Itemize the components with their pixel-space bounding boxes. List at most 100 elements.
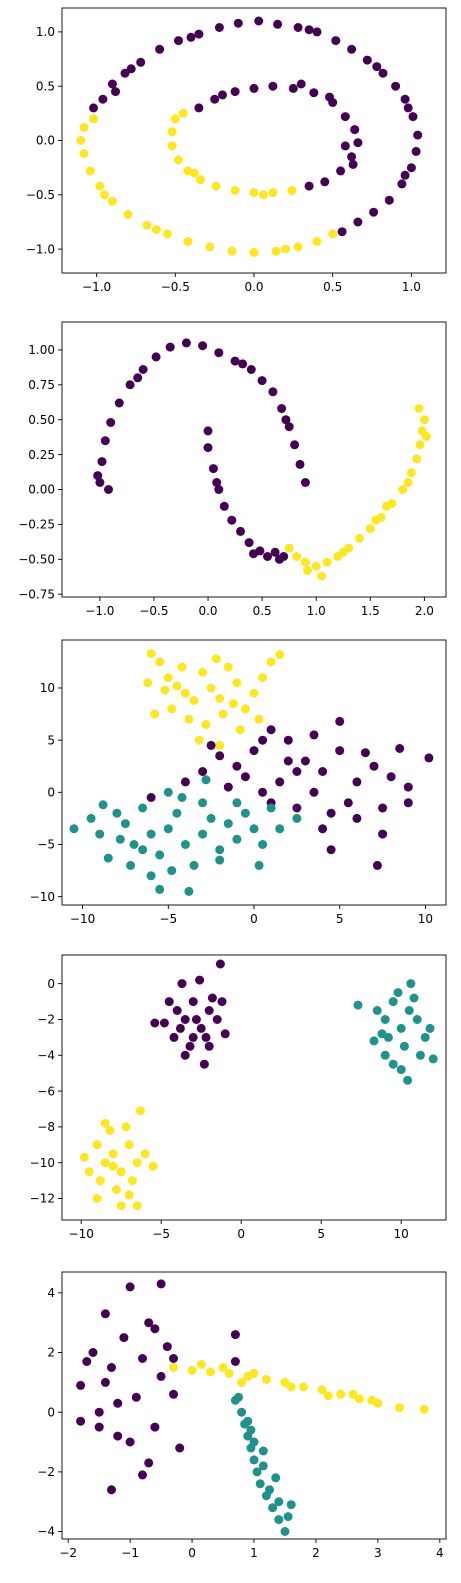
scatter-point — [257, 376, 267, 386]
y-tick-label: 5 — [47, 733, 55, 747]
scatter-point — [336, 166, 346, 176]
scatter-point — [336, 1389, 346, 1399]
scatter-point — [412, 454, 422, 464]
scatter-point — [338, 547, 348, 557]
scatter-point — [97, 457, 107, 467]
scatter-point — [318, 824, 328, 834]
scatter-point — [281, 244, 290, 254]
scatter-point — [82, 1357, 92, 1366]
scatter-point — [378, 68, 388, 78]
scatter-point — [354, 1394, 364, 1404]
scatter-point — [309, 88, 319, 98]
scatter-point — [155, 850, 165, 860]
scatter-point — [312, 237, 322, 246]
scatter-point — [317, 571, 327, 581]
scatter-point — [380, 1015, 390, 1024]
scatter-point — [232, 761, 242, 771]
scatter-point — [369, 761, 379, 771]
scatter-point — [404, 1006, 414, 1015]
y-tick-label: 0.00 — [28, 483, 55, 497]
x-tick-label: 2.0 — [415, 604, 434, 618]
scatter-point — [377, 1029, 387, 1039]
scatter-point — [249, 688, 259, 698]
scatter-point — [120, 819, 130, 829]
scatter-point — [396, 1065, 406, 1075]
scatter-point — [107, 79, 117, 89]
scatter-point — [167, 704, 177, 714]
y-tick-label: −4 — [37, 1048, 55, 1062]
scatter-point — [304, 25, 314, 35]
scatter-point — [384, 195, 394, 205]
y-tick-label: −10 — [30, 1156, 55, 1170]
scatter-point — [144, 1318, 154, 1328]
scatter-point — [230, 186, 240, 195]
scatter-point — [215, 855, 225, 865]
scatter-point — [194, 735, 204, 745]
x-tick-label: 4 — [436, 1546, 444, 1560]
scatter-point — [123, 209, 133, 219]
scatter-point — [268, 188, 278, 198]
scatter-point — [295, 459, 305, 469]
scatter-point — [155, 884, 165, 894]
y-tick-label: 0.5 — [36, 79, 55, 93]
scatter-point — [211, 181, 221, 191]
scatter-point — [238, 359, 248, 369]
scatter-point — [270, 547, 280, 557]
x-tick-label: 0 — [237, 1227, 245, 1241]
scatter-point — [79, 123, 89, 132]
scatter-point — [138, 1354, 147, 1363]
scatter-point — [240, 704, 250, 714]
y-tick-label: 0.50 — [28, 413, 55, 427]
scatter-point — [146, 649, 156, 659]
scatter-point — [100, 190, 109, 200]
chart-panel-1: −1.0 −0.5 0.0 0.5 1.0 −1.0 −0.5 0.0 0.5 1.0 — [26, 7, 447, 294]
scatter-point — [214, 348, 224, 358]
scatter-point — [275, 650, 285, 660]
scatter-point — [408, 112, 418, 122]
scatter-point — [275, 824, 285, 834]
scatter-point — [340, 112, 350, 122]
scatter-point — [371, 515, 381, 525]
scatter-point — [196, 1023, 206, 1033]
x-tick-label: 0 — [188, 1546, 196, 1560]
y-tick-label: 0 — [47, 786, 55, 800]
scatter-point — [237, 1407, 247, 1417]
scatter-point — [155, 44, 165, 54]
scatter-point — [150, 1018, 160, 1028]
scatter-point — [403, 478, 413, 487]
scatter-point — [343, 798, 353, 808]
scatter-point — [198, 667, 208, 677]
scatter-point — [175, 1443, 185, 1453]
scatter-point — [268, 81, 278, 91]
scatter-point — [136, 57, 146, 67]
scatter-point — [112, 808, 122, 818]
scatter-point — [280, 1527, 290, 1536]
scatter-point — [127, 1176, 137, 1186]
scatter-point — [215, 693, 225, 703]
scatter-point — [126, 64, 136, 74]
scatter-point — [230, 1330, 240, 1340]
scatter-point — [167, 127, 177, 137]
scatter-point — [309, 730, 319, 740]
scatter-point — [148, 1161, 158, 1171]
scatter-point — [138, 365, 148, 374]
scatter-point — [162, 1342, 172, 1352]
scatter-point — [113, 1431, 123, 1441]
scatter-point — [69, 824, 79, 834]
scatter-point — [113, 1398, 123, 1408]
scatter-point — [201, 720, 211, 729]
scatter-point — [258, 735, 268, 745]
scatter-point — [98, 94, 108, 104]
scatter-point — [292, 813, 302, 823]
marker-layer — [76, 16, 423, 257]
scatter-point — [111, 1185, 121, 1195]
scatter-point — [116, 1201, 126, 1211]
scatter-point — [347, 152, 357, 162]
scatter-point — [249, 1368, 259, 1378]
chart-panel-2: −1.0 −0.5 0.0 0.5 1.0 1.5 2.0 −0.75 −0.50 −0.25 0.… — [18, 321, 447, 618]
scatter-point — [268, 1503, 278, 1513]
scatter-point — [223, 662, 233, 672]
scatter-point — [180, 777, 190, 787]
axes-frame — [61, 954, 447, 1221]
scatter-point — [169, 1354, 178, 1363]
